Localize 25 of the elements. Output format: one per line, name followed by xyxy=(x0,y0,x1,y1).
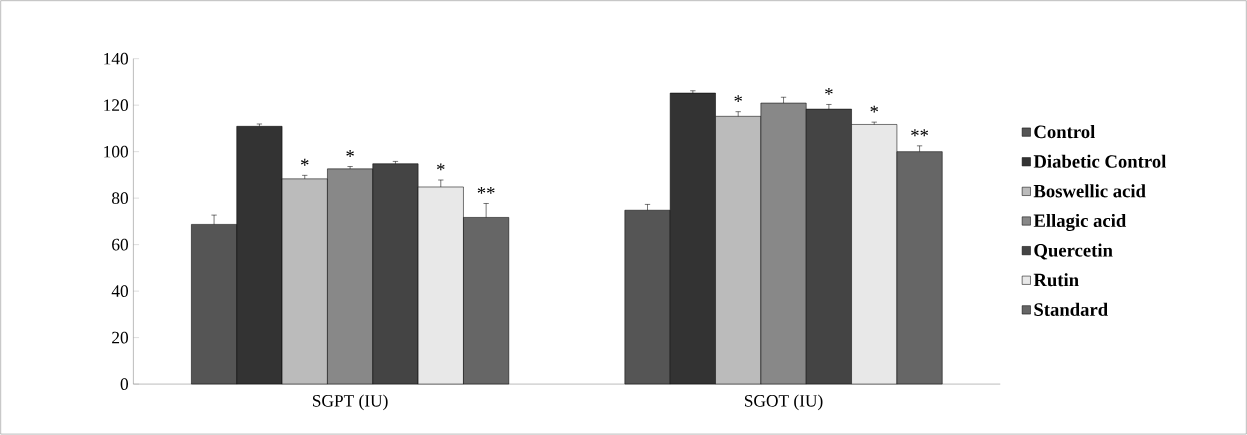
legend-label: Diabetic Control xyxy=(1033,154,1167,168)
legend-label: Boswellic acid xyxy=(1033,184,1146,198)
y-tick-label: 140 xyxy=(104,52,129,65)
annotation: * xyxy=(825,88,833,95)
y-tick-label: 60 xyxy=(112,238,129,251)
annotation: * xyxy=(437,163,445,171)
x-tick-label: SGPT (IU) xyxy=(312,394,388,411)
annotation: * xyxy=(734,95,742,103)
y-tick-label: 100 xyxy=(104,145,129,158)
annotation: * xyxy=(870,105,879,113)
annotation: * xyxy=(346,150,354,157)
y-tick-label: 120 xyxy=(104,99,129,112)
legend-label: Standard xyxy=(1034,302,1108,317)
y-tick-label: 0 xyxy=(120,378,129,391)
legend-label: Ellagic acid xyxy=(1033,214,1127,232)
annotation: * xyxy=(301,158,309,166)
y-tick-label: 20 xyxy=(112,331,129,344)
annotation: ** xyxy=(911,129,929,137)
legend-label: Quercetin xyxy=(1034,243,1113,260)
y-tick-label: 40 xyxy=(111,285,129,298)
y-tick-label: 80 xyxy=(112,192,129,205)
legend-label: Control xyxy=(1034,125,1095,139)
annotation: ** xyxy=(477,187,495,194)
legend-label: Rutin xyxy=(1033,273,1079,287)
x-tick-label: SGOT (IU) xyxy=(744,394,823,411)
